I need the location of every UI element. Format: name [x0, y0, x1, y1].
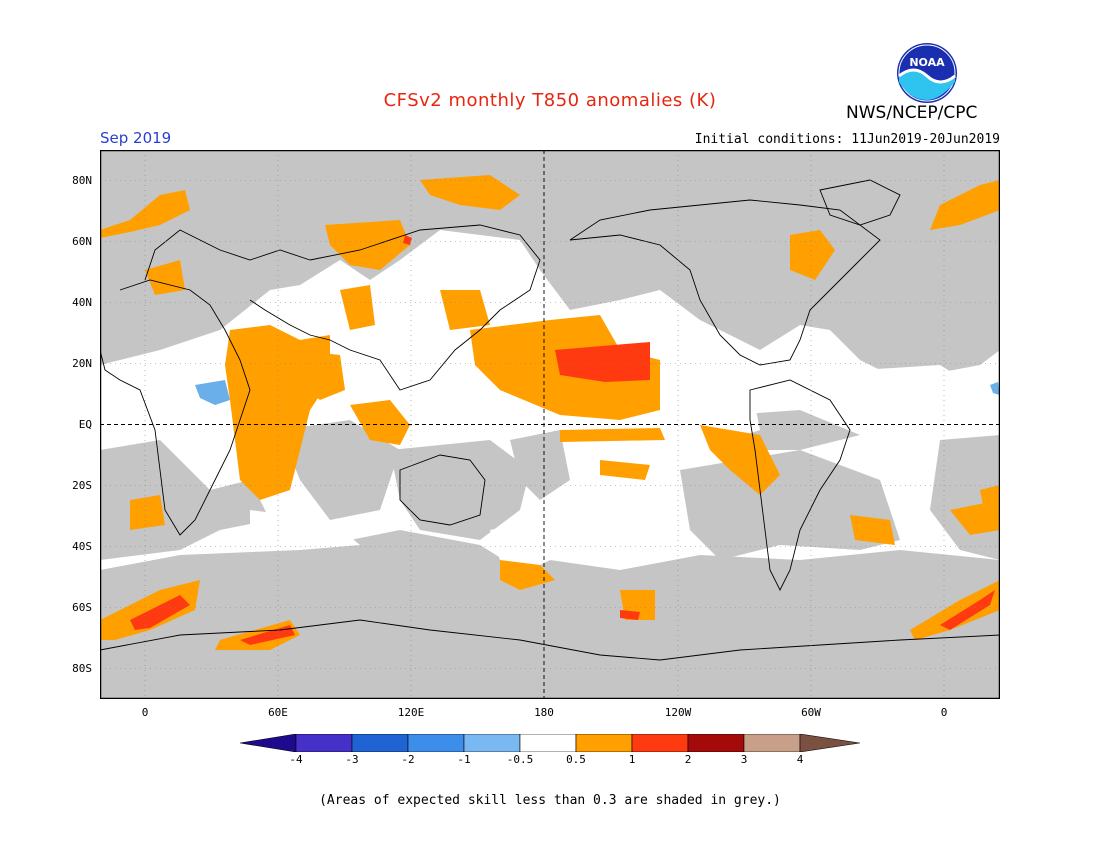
colorbar-swatch [295, 734, 353, 752]
graticule [100, 150, 1000, 699]
map-title: CFSv2 monthly T850 anomalies (K) [383, 90, 717, 111]
colorbar-arrow-right [799, 734, 860, 752]
colorbar-label: -1 [457, 753, 471, 766]
map-frame [100, 150, 1000, 699]
blue-anomalies [195, 380, 1000, 405]
coastlines [100, 179, 1000, 661]
lon-label: 60W [801, 706, 821, 719]
anomaly-map [100, 150, 1000, 699]
lon-label: 120E [397, 706, 425, 719]
colorbar-swatch [631, 734, 689, 752]
colorbar-swatch [519, 734, 577, 752]
colorbar-label: -4 [289, 753, 303, 766]
lat-label: 40N [72, 296, 92, 309]
agency-label: NWS/NCEP/CPC [846, 103, 978, 123]
initial-conditions: Initial conditions: 11Jun2019-20Jun2019 [694, 132, 1000, 147]
red-orange-anomalies [130, 235, 995, 645]
colorbar-label: 0.5 [566, 753, 586, 766]
lat-label: EQ [78, 418, 92, 431]
colorbar-swatch [463, 734, 521, 752]
lon-label: 180 [534, 706, 554, 719]
colorbar-label: 3 [740, 753, 748, 766]
lat-label: 20N [72, 357, 92, 370]
noaa-logo: NOAA [897, 43, 957, 103]
colorbar-label: 2 [684, 753, 692, 766]
colorbar-label: -0.5 [506, 753, 534, 766]
grey-skill-shading [100, 150, 1000, 699]
lon-label: 120W [664, 706, 692, 719]
forecast-month: Sep 2019 [100, 129, 172, 147]
colorbar-label: 4 [796, 753, 804, 766]
logo-lettering: NOAA [909, 56, 945, 69]
lat-label: 60S [72, 601, 92, 614]
lat-label: 40S [72, 540, 92, 553]
colorbar-swatch [743, 734, 801, 752]
lat-label: 80N [72, 174, 92, 187]
skill-footnote: (Areas of expected skill less than 0.3 a… [319, 793, 781, 808]
lon-label: 0 [940, 706, 948, 719]
colorbar-label: -3 [345, 753, 359, 766]
colorbar-arrow-left [240, 734, 297, 752]
lat-label: 80S [72, 662, 92, 675]
lon-label: 0 [141, 706, 149, 719]
lon-label: 60E [268, 706, 288, 719]
lat-label: 60N [72, 235, 92, 248]
colorbar-swatch [687, 734, 745, 752]
colorbar-label: 1 [628, 753, 636, 766]
colorbar-swatch [351, 734, 409, 752]
lat-label: 20S [72, 479, 92, 492]
colorbar-label: -2 [401, 753, 415, 766]
color-scale-bar [240, 734, 860, 752]
colorbar-swatch [407, 734, 465, 752]
colorbar-swatch [575, 734, 633, 752]
